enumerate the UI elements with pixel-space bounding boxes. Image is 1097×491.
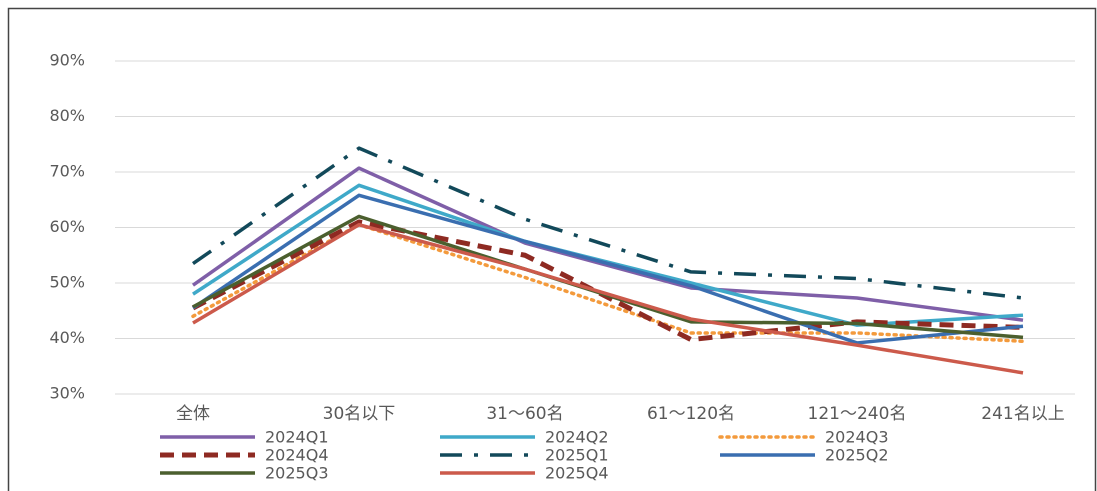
series-line [192, 222, 1024, 375]
legend-label: 2024Q4 [265, 446, 329, 465]
frame [7, 7, 1097, 491]
series-line [192, 193, 1024, 345]
legend-label: 2025Q3 [265, 464, 329, 483]
legend-label: 2025Q1 [545, 446, 609, 465]
series-line [191, 219, 1024, 343]
legend-label: 2025Q4 [545, 464, 609, 483]
x-tick-label: 61〜120名 [647, 404, 735, 424]
y-tick-label: 30% [49, 384, 85, 403]
series-line [192, 214, 1024, 340]
series-line [191, 166, 1024, 322]
y-tick-label: 70% [49, 162, 85, 181]
y-tick-label: 80% [49, 106, 85, 125]
x-tick-label: 241名以上 [981, 404, 1064, 424]
y-tick-label: 90% [49, 51, 85, 70]
x-tick-label: 31〜60名 [486, 404, 563, 424]
legend-label: 2024Q3 [825, 428, 889, 447]
y-tick-label: 50% [49, 273, 85, 292]
series-line [191, 222, 1025, 344]
legend-label: 2025Q2 [825, 446, 889, 465]
series-line [192, 146, 1024, 300]
legend-label: 2024Q2 [545, 428, 609, 447]
legend-label: 2024Q1 [265, 428, 329, 447]
x-tick-label: 全体 [176, 404, 210, 424]
x-tick-label: 30名以下 [323, 404, 396, 424]
y-tick-label: 60% [49, 217, 85, 236]
x-tick-label: 121〜240名 [808, 404, 907, 424]
y-tick-label: 40% [49, 328, 85, 347]
